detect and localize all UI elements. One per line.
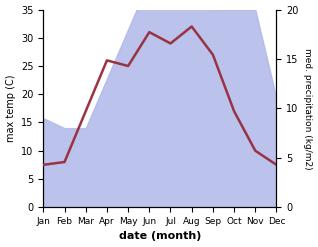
Y-axis label: med. precipitation (kg/m2): med. precipitation (kg/m2)	[303, 48, 313, 169]
Y-axis label: max temp (C): max temp (C)	[5, 75, 16, 142]
X-axis label: date (month): date (month)	[119, 231, 201, 242]
